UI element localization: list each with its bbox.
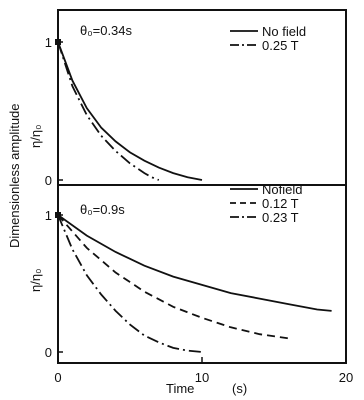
series-line bbox=[57, 214, 332, 312]
y-axis-ratio-label-top: η/η₀ bbox=[28, 125, 43, 148]
legend-label: 0.12 T bbox=[262, 196, 299, 211]
legend-label: Nofield bbox=[262, 182, 302, 197]
x-tick-label: 0 bbox=[54, 370, 61, 385]
series-line bbox=[57, 214, 289, 340]
x-axis-unit: (s) bbox=[232, 381, 247, 396]
legend-label: 0.25 T bbox=[262, 38, 299, 53]
y-tick-label: 0 bbox=[45, 173, 52, 188]
x-tick-label: 20 bbox=[339, 370, 353, 385]
x-axis-label: Time bbox=[166, 381, 194, 396]
y-tick-label: 0 bbox=[45, 345, 52, 360]
start-point bbox=[55, 39, 61, 45]
y-axis-label: Dimensionless amplitude bbox=[7, 103, 22, 248]
panel-bottom-annotation: θ₀=0.9s bbox=[80, 202, 125, 217]
series-line bbox=[57, 214, 203, 353]
y-axis-ratio-label-bottom: η/η₀ bbox=[28, 269, 43, 292]
start-point bbox=[55, 212, 61, 218]
plot-frame bbox=[57, 9, 347, 364]
y-tick-label: 1 bbox=[45, 208, 52, 223]
x-tick-label: 10 bbox=[195, 370, 209, 385]
series-line bbox=[57, 41, 203, 181]
y-tick-label: 1 bbox=[45, 35, 52, 50]
legend-label: No field bbox=[262, 24, 306, 39]
panel-top-annotation: θ₀=0.34s bbox=[80, 23, 133, 38]
legend-label: 0.23 T bbox=[262, 210, 299, 225]
